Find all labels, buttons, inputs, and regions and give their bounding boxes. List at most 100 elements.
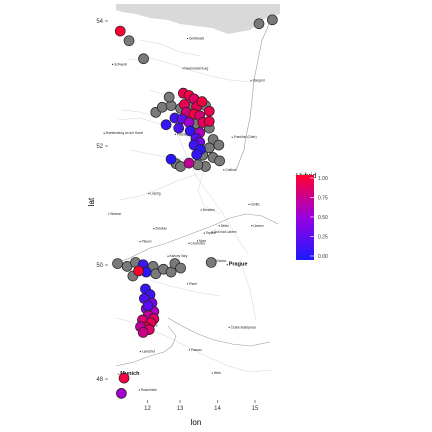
- city-label: Dresden: [203, 208, 215, 212]
- city-label: Leipzig: [150, 192, 160, 196]
- city-marker: [118, 374, 119, 375]
- sample-point-na: [164, 92, 174, 102]
- legend-tick-label: 1.00: [318, 176, 328, 182]
- city-marker: [140, 241, 141, 242]
- sample-point: [161, 120, 171, 130]
- legend-colorbar: [296, 175, 314, 260]
- sample-point: [204, 106, 214, 116]
- city-marker: [204, 233, 205, 234]
- x-tick-label: 12: [144, 406, 151, 412]
- city-marker: [187, 283, 188, 284]
- city-label: Most: [199, 239, 206, 243]
- city-marker: [189, 349, 190, 350]
- city-label: Brandenburg an der Havel: [106, 131, 144, 135]
- city-marker: [182, 68, 183, 69]
- city-label: Görlitz: [251, 202, 261, 206]
- city-label: Prague: [229, 262, 248, 268]
- city-marker: [108, 213, 109, 214]
- city-marker: [112, 64, 113, 65]
- city-marker: [197, 240, 198, 241]
- sample-point: [184, 158, 194, 168]
- legend-tick-label: 0.50: [318, 215, 328, 221]
- sample-point-na: [157, 102, 167, 112]
- city-label: Ústí nad Labem: [214, 229, 237, 234]
- sample-point: [119, 373, 129, 383]
- city-marker: [212, 372, 213, 373]
- city-label: Schwerin: [114, 62, 127, 66]
- city-marker: [140, 351, 141, 352]
- city-label: Karlovy Vary: [170, 254, 188, 258]
- sample-point: [174, 123, 184, 133]
- city-label: Liberec: [253, 224, 264, 228]
- city-label: Neubrandenburg: [184, 66, 208, 70]
- x-tick-label: 13: [177, 406, 184, 412]
- city-label: Frankfurt (Oder): [234, 135, 257, 139]
- x-tick-label: 14: [214, 406, 221, 412]
- city-marker: [167, 256, 168, 257]
- sample-point: [204, 116, 214, 126]
- city-label: Rosenheim: [141, 388, 157, 392]
- city-marker: [188, 243, 189, 244]
- city-label: Plzeň: [189, 282, 197, 286]
- sample-point-na: [124, 36, 134, 46]
- color-legend: Hybrid index 1.00 0.75 0.50 0.25 0.00: [296, 173, 328, 260]
- city-marker: [250, 80, 251, 81]
- city-marker: [201, 209, 202, 210]
- y-tick-label: 54: [96, 19, 103, 25]
- x-axis: 12 13 14 15 lon: [144, 400, 259, 427]
- sample-point: [134, 266, 144, 276]
- city-marker: [227, 264, 228, 265]
- x-axis-title: lon: [191, 418, 202, 427]
- y-tick-label: 52: [96, 144, 103, 150]
- city-label: Weimar: [110, 212, 122, 216]
- city-marker: [175, 134, 176, 135]
- sample-point-na: [204, 143, 214, 153]
- sample-point-na: [113, 259, 123, 269]
- city-marker: [251, 225, 252, 226]
- city-label: Wels: [214, 371, 221, 375]
- sample-point-na: [206, 257, 216, 267]
- y-axis: 54 52 50 48 lat: [87, 19, 108, 383]
- city-marker: [153, 228, 154, 229]
- city-label: Cottbus: [225, 168, 236, 172]
- sample-point: [115, 26, 125, 36]
- sample-point: [116, 388, 126, 398]
- legend-tick-label: 0.75: [318, 196, 328, 202]
- city-label: Landshut: [142, 350, 155, 354]
- sample-point-na: [176, 263, 186, 273]
- sample-point: [197, 97, 207, 107]
- sample-point-na: [139, 54, 149, 64]
- city-label: Děčín: [221, 224, 230, 228]
- city-label: České Budějovice: [231, 324, 257, 329]
- y-tick-label: 48: [96, 377, 103, 383]
- sample-point-na: [193, 160, 203, 170]
- sample-point-na: [214, 140, 224, 150]
- city-marker: [229, 327, 230, 328]
- sample-point-na: [215, 156, 225, 166]
- y-axis-title: lat: [87, 197, 96, 206]
- sample-point: [166, 154, 176, 164]
- city-marker: [187, 38, 188, 39]
- city-marker: [232, 137, 233, 138]
- y-tick-label: 50: [96, 263, 103, 269]
- city-marker: [248, 204, 249, 205]
- city-marker: [148, 193, 149, 194]
- sample-point-na: [254, 19, 264, 29]
- city-label: Kladno: [217, 259, 227, 263]
- city-marker: [104, 133, 105, 134]
- x-tick-label: 15: [252, 406, 259, 412]
- legend-tick-label: 0.25: [318, 235, 328, 241]
- city-label: Plauen: [142, 240, 152, 244]
- city-label: Greifswald: [189, 36, 204, 40]
- city-marker: [212, 231, 213, 232]
- sample-point: [138, 327, 148, 337]
- sample-point: [192, 150, 202, 160]
- city-label: Passau: [191, 348, 202, 352]
- sample-point-na: [267, 15, 277, 25]
- city-marker: [139, 389, 140, 390]
- city-marker: [219, 225, 220, 226]
- legend-tick-label: 0.00: [318, 254, 328, 260]
- city-marker: [223, 169, 224, 170]
- city-label: Zwickau: [155, 227, 167, 231]
